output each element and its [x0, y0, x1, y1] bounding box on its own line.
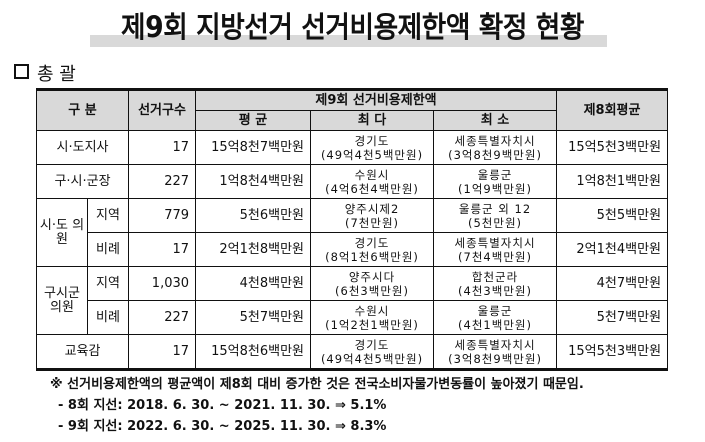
max-place: 양주시제2: [344, 201, 400, 216]
cell-max: 양주시다 (6천3백만원): [310, 266, 435, 301]
cell-category: 시·도 의원: [36, 198, 88, 267]
max-amount: (8억1천6백만원): [325, 249, 419, 264]
max-amount: (1억2천1백만원): [325, 317, 419, 332]
cell-districts: 17: [128, 334, 197, 371]
header-avg: 평 균: [195, 110, 312, 131]
cell-districts: 779: [128, 198, 197, 233]
min-amount: (5천만원): [468, 215, 523, 230]
footnote-main: ※ 선거비용제한액의 평균액이 제8회 대비 증가한 것은 전국소비자물가변동률…: [50, 377, 584, 392]
cell-avg: 4천8백만원: [195, 266, 312, 301]
table-row: 구시군 의원 지역 1,030 4천8백만원 양주시다 (6천3백만원) 합천군라…: [36, 266, 669, 335]
cell-min: 세종특별자치시 (3억8천9백만원): [433, 334, 558, 371]
cell-districts: 17: [128, 130, 197, 165]
title-underline-bar: [90, 35, 607, 47]
footnote-line-8th: - 8회 지선: 2018. 6. 30. ~ 2021. 11. 30. ⇒ …: [58, 398, 387, 413]
cell-min: 울릉군 (4천1백만원): [433, 300, 558, 335]
cell-min: 세종특별자치시 (3억8천9백만원): [433, 130, 558, 165]
cell-prev: 5천5백만원: [556, 198, 669, 233]
section-heading: 총 괄: [14, 60, 76, 86]
cell-category: 교육감: [35, 334, 130, 371]
cell-min: 합천군라 (4천3백만원): [433, 266, 558, 301]
cell-districts: 1,030: [128, 266, 197, 301]
header-min: 최 소: [433, 110, 558, 131]
cell-category: 구시군 의원: [36, 266, 88, 335]
square-bullet-icon: [14, 64, 29, 79]
min-amount: (3억8천9백만원): [448, 147, 542, 162]
cell-max: 경기도 (49억4천5백만원): [310, 130, 435, 165]
table-row: 비례 17 2억1천8백만원 경기도 (8억1천6백만원) 세종특별자치시 (7천4…: [37, 232, 669, 267]
cell-avg: 2억1천8백만원: [195, 232, 312, 267]
cell-subcategory: 비례: [86, 232, 130, 267]
max-place: 경기도: [354, 337, 390, 352]
table-row: 교육감 17 15억8천6백만원 경기도 (49억4천5백만원) 세종특별자치시(…: [35, 334, 669, 371]
cell-min: 울릉군 (1억9백만원): [433, 164, 558, 199]
max-amount: (4억6천4백만원): [325, 181, 419, 196]
max-amount: (6천3백만원): [335, 283, 409, 298]
cell-max: 양주시제2 (7천만원): [310, 198, 435, 233]
cell-avg: 1억8천4백만원: [195, 164, 312, 199]
max-place: 경기도: [354, 235, 390, 250]
cell-prev: 4천7백만원: [556, 266, 669, 301]
max-place: 수원시: [354, 303, 390, 318]
max-place: 수원시: [354, 167, 390, 182]
min-amount: (4천1백만원): [458, 317, 532, 332]
min-place: 울릉군: [477, 303, 513, 318]
cell-districts: 227: [128, 300, 197, 335]
cell-prev: 2억1천4백만원: [556, 232, 669, 267]
cell-districts: 227: [128, 164, 197, 199]
max-place: 경기도: [354, 133, 390, 148]
cell-category: 구·시·군장: [35, 164, 130, 199]
max-place: 양주시다: [348, 269, 396, 284]
cell-category: 시·도지사: [35, 130, 130, 165]
cell-subcategory: 비례: [86, 300, 130, 335]
cell-subcategory: 지역: [86, 198, 130, 233]
min-place: 세종특별자치시: [454, 337, 536, 352]
min-amount: (1억9백만원): [458, 181, 532, 196]
cell-avg: 5천7백만원: [195, 300, 312, 335]
header-max: 최 다: [310, 110, 435, 131]
cell-avg: 5천6백만원: [195, 198, 312, 233]
footnotes: ※ 선거비용제한액의 평균액이 제8회 대비 증가한 것은 전국소비자물가변동률…: [50, 374, 584, 437]
header-category: 구 분: [35, 88, 130, 131]
min-place: 합천군라: [471, 269, 519, 284]
min-amount: (4천3백만원): [458, 283, 532, 298]
min-place: 세종특별자치시: [454, 133, 536, 148]
table-row: 시·도지사 17 15억8천7백만원 경기도 (49억4천5백만원) 세종특별자치…: [35, 130, 669, 165]
table-row: 시·도 의원 지역 779 5천6백만원 양주시제2 (7천만원) 울릉군 외 1…: [36, 198, 669, 267]
min-amount: (3억8천9백만원): [448, 351, 542, 366]
min-place: 세종특별자치시: [454, 235, 536, 250]
cell-prev: 5천7백만원: [556, 300, 669, 335]
page-title: 제9회 지방선거 선거비용제한액 확정 현황: [121, 10, 584, 44]
min-amount: (7천4백만원): [458, 249, 532, 264]
expense-limit-table: 구 분 선거구수 제9회 선거비용제한액 제8회평균 평 균 최 다 최 소 시…: [35, 88, 669, 371]
cell-prev: 1억8천1백만원: [556, 164, 669, 199]
cell-subcategory: 지역: [86, 266, 130, 301]
cell-min: 세종특별자치시 (7천4백만원): [433, 232, 558, 267]
max-amount: (49억4천5백만원): [320, 147, 424, 162]
max-amount: (7천만원): [345, 215, 400, 230]
cell-avg: 15억8천7백만원: [195, 130, 312, 165]
section-title: 총 괄: [37, 64, 76, 85]
table-row: 비례 227 5천7백만원 수원시 (1억2천1백만원) 울릉군 (4천1백만원) …: [37, 300, 669, 335]
cell-max: 경기도 (8억1천6백만원): [310, 232, 435, 267]
header-group: 제9회 선거비용제한액: [195, 88, 558, 111]
max-amount: (49억4천5백만원): [320, 351, 424, 366]
table-row: 구·시·군장 227 1억8천4백만원 수원시 (4억6천4백만원) 울릉군 (1억…: [35, 164, 669, 199]
cell-max: 경기도 (49억4천5백만원): [310, 334, 435, 371]
cell-max: 수원시 (1억2천1백만원): [310, 300, 435, 335]
footnote-line-9th: - 9회 지선: 2022. 6. 30. ~ 2025. 11. 30. ⇒ …: [58, 419, 387, 434]
cell-min: 울릉군 외 12 (5천만원): [433, 198, 558, 233]
cell-districts: 17: [128, 232, 197, 267]
header-prev: 제8회평균: [556, 88, 669, 131]
min-place: 울릉군 외 12: [458, 201, 532, 216]
header-districts: 선거구수: [128, 88, 197, 131]
cell-prev: 15억5천3백만원: [556, 130, 669, 165]
cell-avg: 15억8천6백만원: [195, 334, 312, 371]
cell-prev: 15억5천3백만원: [556, 334, 669, 371]
cell-max: 수원시 (4억6천4백만원): [310, 164, 435, 199]
min-place: 울릉군: [477, 167, 513, 182]
